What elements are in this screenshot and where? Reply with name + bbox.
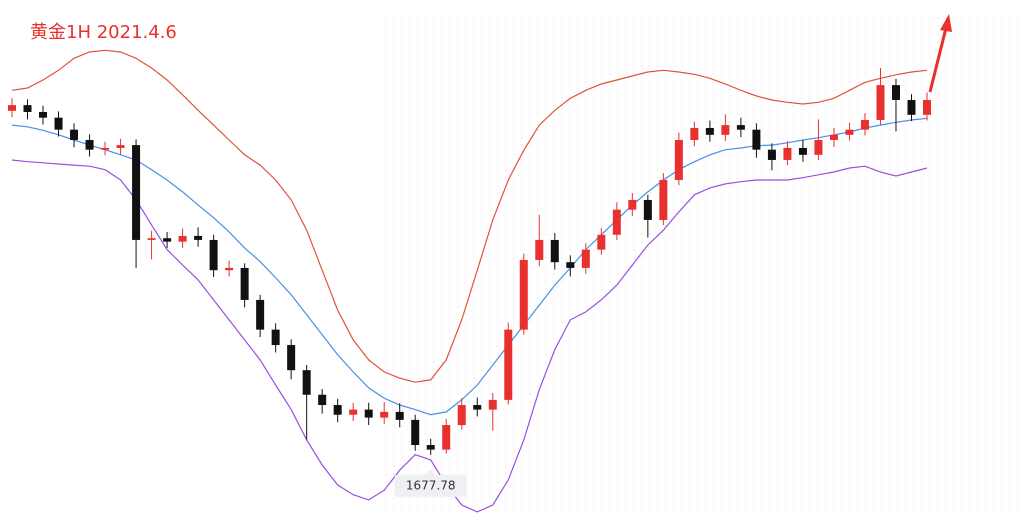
band-line bbox=[11, 117, 928, 416]
candle-body bbox=[504, 329, 513, 400]
candle-body bbox=[147, 238, 156, 240]
candle-body bbox=[194, 235, 203, 240]
candle-body bbox=[659, 179, 668, 220]
candle-body bbox=[225, 267, 234, 271]
candle-body bbox=[535, 239, 544, 260]
candle-body bbox=[674, 139, 683, 180]
candle-body bbox=[690, 127, 699, 140]
candle-body bbox=[566, 262, 575, 268]
chart-title: 黄金1H 2021.4.6 bbox=[30, 22, 177, 43]
candle-body bbox=[814, 139, 823, 155]
candle-body bbox=[721, 125, 730, 135]
candle-body bbox=[752, 129, 761, 150]
candle-body bbox=[70, 129, 79, 140]
candle-body bbox=[845, 129, 854, 135]
candle-body bbox=[488, 399, 497, 410]
candle-body bbox=[783, 147, 792, 160]
annotation-box bbox=[394, 474, 467, 497]
candle-body bbox=[457, 405, 466, 426]
candle-body bbox=[23, 105, 32, 112]
candle-body bbox=[426, 445, 435, 450]
candle-body bbox=[705, 127, 714, 135]
candle-body bbox=[302, 370, 311, 395]
map-texture bbox=[380, 10, 1020, 510]
candle-body bbox=[318, 394, 327, 406]
arrow-shaft bbox=[928, 27, 948, 93]
candle-body bbox=[519, 259, 528, 330]
candle-body bbox=[876, 85, 885, 120]
candle-body bbox=[271, 329, 280, 346]
candle-body bbox=[333, 405, 342, 415]
candle-body bbox=[798, 147, 807, 155]
candle-body bbox=[209, 239, 218, 271]
annotation-pointer bbox=[425, 468, 436, 475]
trend-arrow bbox=[928, 14, 952, 93]
candle-body bbox=[240, 267, 249, 300]
candle-body bbox=[178, 235, 187, 242]
candle-body bbox=[860, 119, 869, 130]
candle-body bbox=[364, 409, 373, 418]
candle-body bbox=[767, 149, 776, 160]
candle-body bbox=[132, 145, 141, 240]
candle-body bbox=[287, 345, 296, 371]
plot: 1677.78 bbox=[8, 49, 931, 513]
band-line bbox=[11, 49, 928, 383]
candle-body bbox=[442, 425, 451, 450]
arrow-head bbox=[940, 14, 952, 32]
candle-body bbox=[8, 105, 16, 111]
candle-body bbox=[39, 111, 48, 118]
band-line bbox=[11, 159, 928, 513]
candle-body bbox=[101, 147, 110, 150]
candle-body bbox=[829, 134, 838, 140]
candle-body bbox=[736, 125, 745, 130]
candle-body bbox=[923, 99, 931, 115]
candle-body bbox=[163, 238, 172, 242]
candle-body bbox=[411, 419, 420, 446]
candle-body bbox=[395, 411, 404, 420]
candle-body bbox=[907, 99, 916, 115]
candle-body bbox=[891, 85, 900, 100]
candle-body bbox=[628, 199, 637, 210]
candle-body bbox=[643, 199, 652, 220]
candle-body bbox=[612, 209, 621, 235]
annotation-label: 1677.78 bbox=[406, 478, 456, 492]
candle-body bbox=[380, 411, 389, 418]
candle-body bbox=[256, 299, 265, 330]
candle-body bbox=[349, 409, 358, 415]
candle-body bbox=[473, 405, 482, 410]
candle-body bbox=[550, 239, 559, 263]
candle-body bbox=[116, 145, 125, 148]
candle-body bbox=[85, 139, 94, 150]
candle-body bbox=[597, 234, 606, 250]
candle-body bbox=[54, 117, 63, 130]
candle-body bbox=[581, 249, 590, 268]
